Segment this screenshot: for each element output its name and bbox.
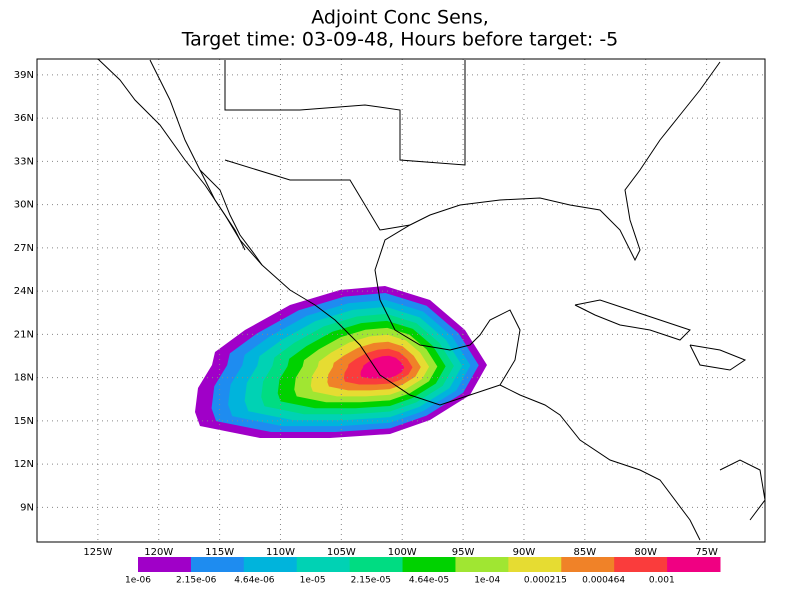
coastline — [374, 61, 721, 301]
colorbar-label: 0.001 — [649, 576, 675, 586]
border — [224, 159, 411, 231]
colorbar-label: 2.15e-05 — [351, 576, 391, 586]
coastline — [379, 299, 521, 386]
lat-tick-label: 39N — [14, 70, 34, 81]
colorbar-label: 4.64e-05 — [409, 576, 449, 586]
colorbar-label: 4.64e-06 — [234, 576, 275, 586]
title-line: Adjoint Conc Sens, — [311, 7, 489, 29]
border — [224, 60, 466, 166]
colorbar-swatch — [190, 557, 245, 572]
lon-tick-label: 100W — [388, 547, 417, 558]
colorbar-swatch — [138, 557, 192, 572]
lat-tick-label: 24N — [14, 286, 34, 297]
lat-tick-label: 12N — [14, 459, 34, 470]
coastline — [689, 344, 747, 371]
colorbar-swatch — [349, 557, 404, 572]
plume — [195, 286, 487, 438]
lat-tick-label: 21N — [14, 329, 34, 340]
colorbar-swatch — [296, 557, 351, 572]
lon-tick-label: 125W — [83, 547, 112, 558]
coastline — [499, 384, 701, 541]
coastlines — [97, 58, 766, 541]
lat-tick-label: 30N — [14, 200, 34, 211]
colorbar-swatch — [614, 557, 668, 572]
map-frame — [36, 58, 766, 543]
colorbar-swatch — [508, 557, 562, 572]
lon-tick-label: 110W — [266, 547, 295, 558]
coastline — [719, 459, 766, 521]
lat-tick-label: 36N — [14, 113, 34, 124]
coastline — [574, 299, 691, 341]
colorbar-swatch — [243, 557, 298, 572]
colorbar-swatch — [455, 557, 509, 572]
colorbar-swatch — [561, 557, 615, 572]
colorbar-label: 1e-04 — [474, 576, 500, 586]
colorbar-label: 1e-06 — [125, 576, 151, 586]
colorbar-label: 0.000464 — [582, 576, 625, 586]
colorbar-swatch — [667, 557, 721, 572]
lon-tick-label: 75W — [695, 547, 718, 558]
colorbar-label: 1e-05 — [300, 576, 326, 586]
lat-tick-label: 9N — [20, 502, 34, 513]
colorbar-swatch — [402, 557, 456, 572]
colorbar-label: 0.000215 — [524, 576, 567, 586]
lon-tick-label: 90W — [513, 547, 536, 558]
lon-tick-label: 115W — [205, 547, 234, 558]
lat-tick-label: 27N — [14, 243, 34, 254]
coastline — [199, 169, 263, 266]
lat-tick-label: 15N — [14, 416, 34, 427]
colorbar-label: 2.15e-06 — [176, 576, 217, 586]
lon-tick-label: 105W — [327, 547, 356, 558]
title-line: Target time: 03-09-48, Hours before targ… — [181, 29, 619, 51]
lat-tick-label: 18N — [14, 373, 34, 384]
coastline — [97, 58, 501, 406]
lat-tick-label: 33N — [14, 156, 34, 167]
lon-tick-label: 95W — [452, 547, 475, 558]
lon-tick-label: 120W — [144, 547, 173, 558]
lon-tick-label: 80W — [634, 547, 657, 558]
coastline — [149, 59, 246, 251]
lon-tick-label: 85W — [574, 547, 597, 558]
